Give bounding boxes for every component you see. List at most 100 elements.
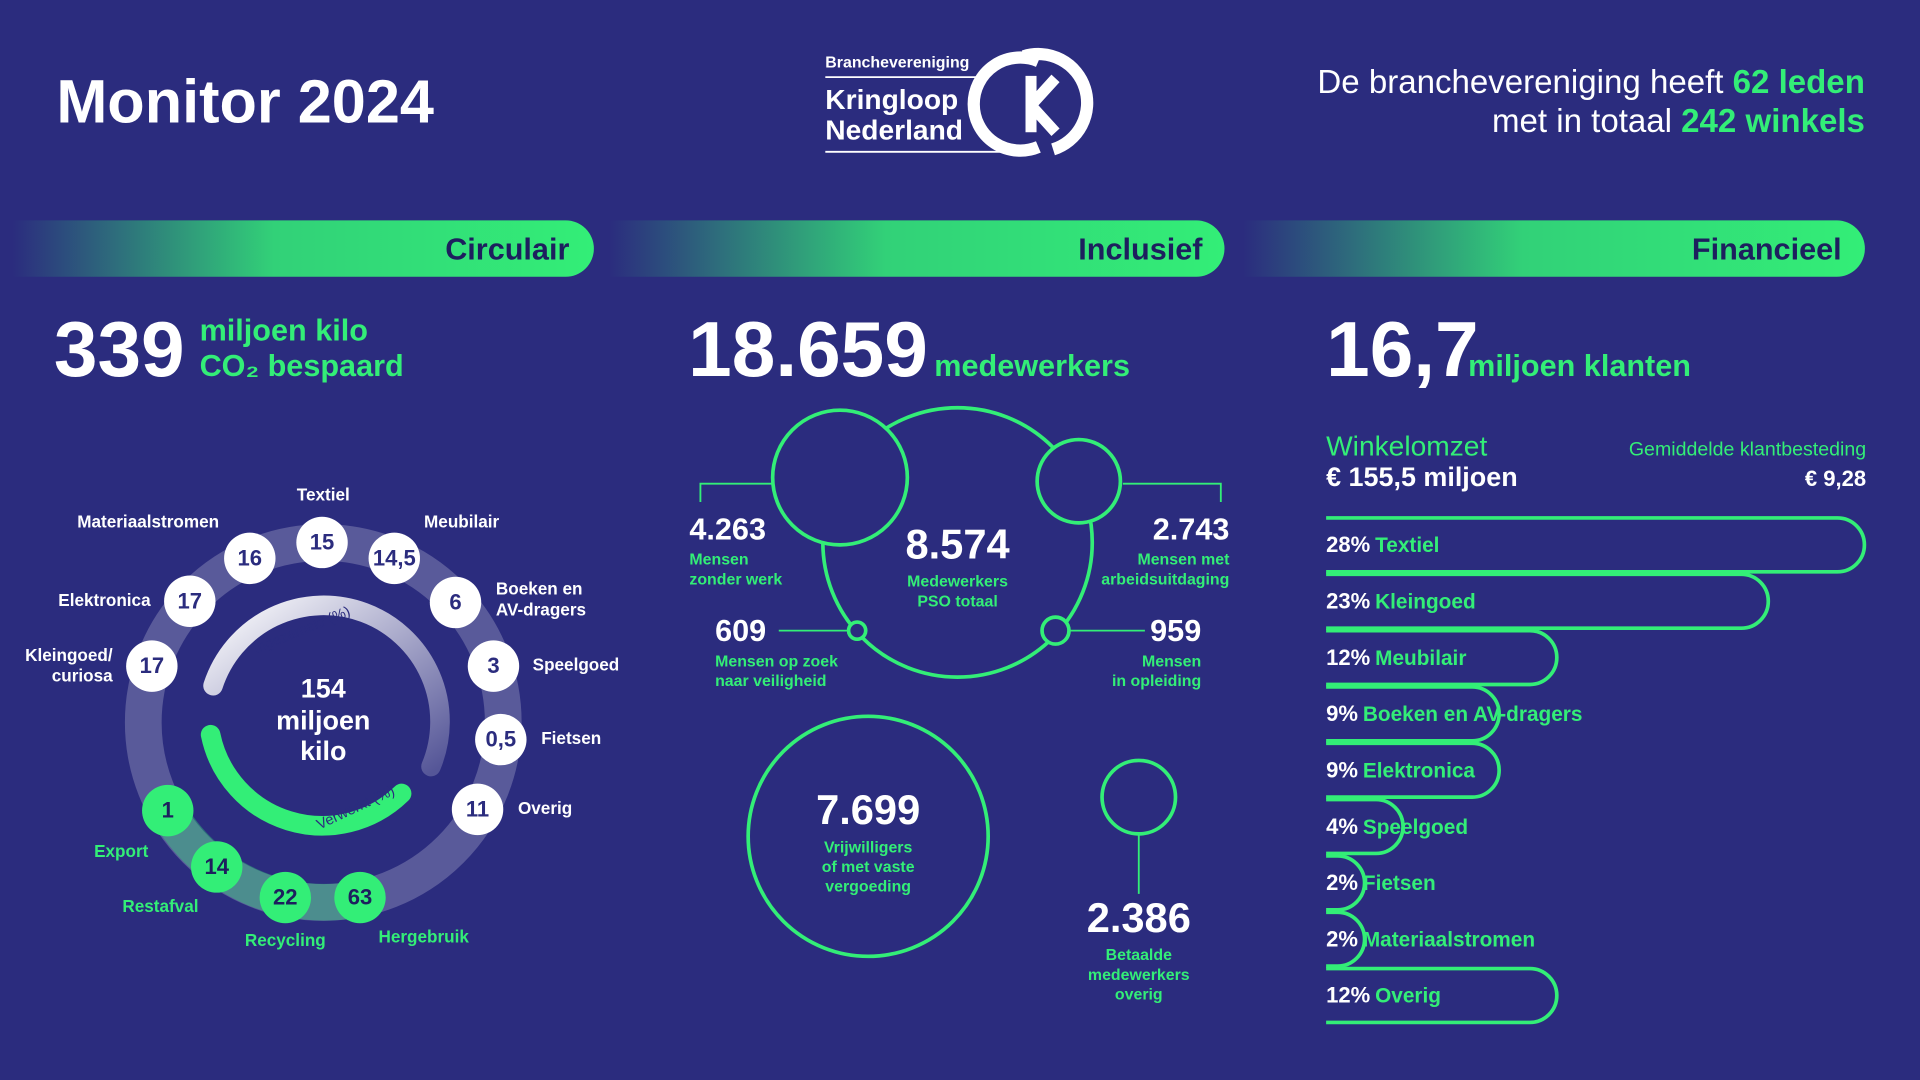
turnover: € 155,5 miljoen	[1326, 462, 1518, 492]
collected-label: Fietsen	[541, 728, 601, 748]
node-label: of met vaste	[822, 859, 915, 876]
collected-value: 14,5	[373, 545, 416, 570]
bar-label: 28% Textiel	[1326, 532, 1439, 557]
collected-value: 3	[487, 653, 499, 678]
logo-mark	[967, 51, 1041, 157]
processed-label: Recycling	[245, 930, 326, 950]
processed-badge	[259, 871, 312, 924]
node-value: 7.699	[816, 786, 920, 833]
collected-label: Elektronica	[58, 590, 151, 610]
connector	[699, 482, 1222, 894]
bar-value-label: 12%	[1326, 983, 1371, 1008]
node-value: 2.386	[1087, 894, 1191, 941]
intro-highlight: 242 winkels	[1681, 103, 1865, 140]
bar-label: 2% Fietsen	[1326, 870, 1436, 895]
node-value: 2.743	[1153, 513, 1230, 547]
collected-badge	[429, 576, 482, 629]
processed-badge	[334, 871, 386, 924]
node-value: 4.263	[689, 513, 766, 547]
collected-label: AV-dragers	[496, 600, 586, 620]
collected-badge	[164, 575, 216, 627]
bar-value-label: 4%	[1326, 814, 1358, 839]
node-label: Mensen	[1142, 653, 1201, 670]
bar	[1326, 966, 1559, 1025]
bar-name: Fietsen	[1363, 872, 1436, 895]
logo: Branchevereniging Kringloop Nederland	[825, 47, 1094, 157]
bar-value-label: 23%	[1326, 588, 1371, 613]
collected-arc	[203, 595, 450, 777]
big-unit: medewerkers	[934, 349, 1130, 383]
center-number: 154	[301, 674, 346, 704]
collected-badge	[296, 516, 348, 569]
collected-value: 17	[140, 653, 165, 678]
node-label: PSO totaal	[917, 593, 997, 610]
center-unit: miljoen	[276, 706, 370, 736]
processed-value: 1	[162, 798, 174, 823]
node-circle	[746, 714, 990, 959]
logo-k	[1025, 74, 1060, 136]
processed-badge	[191, 841, 243, 893]
bar-label: 12% Overig	[1326, 983, 1441, 1008]
node-value: 8.574	[905, 520, 1009, 567]
big-unit: miljoen klanten	[1468, 349, 1691, 383]
bar-label: 9% Boeken en AV-dragers	[1326, 701, 1582, 726]
bar-name: Meubilair	[1375, 646, 1466, 669]
section-band	[12, 220, 594, 277]
bar-name: Materiaalstromen	[1363, 928, 1535, 951]
logo-line1: Kringloop	[825, 84, 958, 115]
collected-label: curiosa	[52, 666, 113, 686]
node-label: arbeidsuitdaging	[1101, 571, 1229, 588]
processed-value: 22	[273, 885, 298, 910]
node-value: 959	[1150, 614, 1201, 648]
bar	[1326, 628, 1559, 687]
collected-value: 17	[178, 588, 203, 613]
big-number: 18.659	[688, 305, 928, 393]
bar	[1326, 516, 1867, 574]
collected-label: Kleingoed/	[25, 645, 113, 665]
bar-name: Boeken en AV-dragers	[1363, 703, 1583, 726]
big-number: 339	[54, 305, 185, 393]
section-band	[608, 220, 1225, 277]
logo-mark	[1021, 47, 1094, 156]
collected-value: 11	[466, 796, 489, 821]
bar-value-label: 9%	[1326, 701, 1358, 726]
bar-label: 9% Elektronica	[1326, 757, 1475, 782]
bar-label: 12% Meubilair	[1326, 645, 1466, 670]
collected-badge	[368, 532, 420, 585]
center-unit: kilo	[300, 736, 346, 766]
turnover-label: Winkelomzet	[1326, 431, 1487, 462]
node-label: naar veiligheid	[715, 673, 826, 690]
bar-value-label: 28%	[1326, 532, 1371, 557]
spend-label: Gemiddelde klantbesteding	[1629, 439, 1866, 461]
bar-name: Speelgoed	[1363, 815, 1468, 838]
collected-label: Overig	[518, 798, 572, 818]
node-label: Mensen met	[1137, 552, 1230, 569]
section-heading: Circulair	[445, 233, 569, 267]
bar-label: 2% Materiaalstromen	[1326, 926, 1535, 951]
bar-name: Elektronica	[1363, 759, 1476, 782]
node-circle	[846, 620, 868, 642]
collected-label: Meubilair	[424, 511, 500, 531]
node-label: vergoeding	[825, 879, 911, 896]
collected-badge	[126, 640, 178, 692]
bar-name: Textiel	[1375, 534, 1439, 557]
processed-arc	[200, 724, 412, 836]
processed-label: Export	[94, 841, 149, 861]
outer-ring-processed	[151, 801, 364, 921]
node-circle	[1035, 437, 1123, 525]
collected-badge	[224, 532, 276, 585]
big-number: 16,7	[1326, 305, 1479, 393]
bar-value-label: 12%	[1326, 645, 1371, 670]
node-label: in opleiding	[1112, 673, 1201, 690]
node-label: medewerkers	[1088, 967, 1190, 984]
node-circle	[770, 408, 910, 547]
bar-name: Overig	[1375, 984, 1441, 1007]
collected-label: Boeken en	[496, 579, 583, 599]
collected-label: Speelgoed	[533, 655, 620, 675]
bar	[1326, 854, 1367, 912]
processed-value: 63	[348, 885, 373, 910]
collected-value: 15	[310, 530, 335, 555]
